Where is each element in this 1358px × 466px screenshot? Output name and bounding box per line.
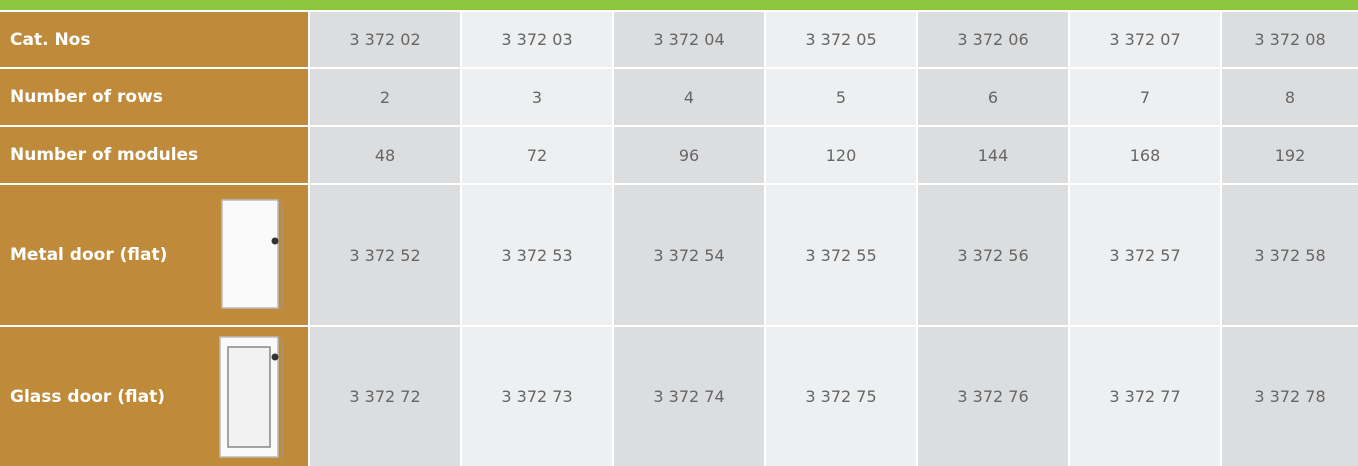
table-cell: 3 372 06 bbox=[918, 12, 1068, 67]
table-cell: 3 372 54 bbox=[614, 185, 764, 325]
table-cell: 3 372 56 bbox=[918, 185, 1068, 325]
table-cell: 3 372 77 bbox=[1070, 327, 1220, 466]
table-cell: 3 372 03 bbox=[462, 12, 612, 67]
table-cell: 3 372 08 bbox=[1222, 12, 1358, 67]
table-cell: 3 372 76 bbox=[918, 327, 1068, 466]
table-cell: 3 372 78 bbox=[1222, 327, 1358, 466]
table-cell: 3 372 05 bbox=[766, 12, 916, 67]
table-cell: 72 bbox=[462, 127, 612, 183]
table-cell: 3 372 53 bbox=[462, 185, 612, 325]
table-cell: 3 372 75 bbox=[766, 327, 916, 466]
table-cell: 3 372 04 bbox=[614, 12, 764, 67]
row-label: Number of rows bbox=[0, 69, 308, 125]
table-cell: 3 bbox=[462, 69, 612, 125]
table-cell: 3 372 02 bbox=[310, 12, 460, 67]
table-cell: 6 bbox=[918, 69, 1068, 125]
table-cell: 3 372 57 bbox=[1070, 185, 1220, 325]
table-cell: 120 bbox=[766, 127, 916, 183]
table-cell: 48 bbox=[310, 127, 460, 183]
table-cell: 5 bbox=[766, 69, 916, 125]
table-cell: 96 bbox=[614, 127, 764, 183]
table-cell: 3 372 55 bbox=[766, 185, 916, 325]
row-label: Number of modules bbox=[0, 127, 308, 183]
table-cell: 4 bbox=[614, 69, 764, 125]
table-cell: 3 372 07 bbox=[1070, 12, 1220, 67]
table-cell: 3 372 58 bbox=[1222, 185, 1358, 325]
table-cell: 3 372 72 bbox=[310, 327, 460, 466]
table-cell: 192 bbox=[1222, 127, 1358, 183]
table-cell: 8 bbox=[1222, 69, 1358, 125]
table-cell: 168 bbox=[1070, 127, 1220, 183]
row-label: Cat. Nos bbox=[0, 12, 308, 67]
table-cell: 144 bbox=[918, 127, 1068, 183]
metal-door-icon bbox=[218, 196, 288, 312]
table-cell: 3 372 74 bbox=[614, 327, 764, 466]
glass-door-icon bbox=[216, 333, 288, 463]
top-bar bbox=[0, 0, 1358, 10]
table-cell: 2 bbox=[310, 69, 460, 125]
table-cell: 3 372 73 bbox=[462, 327, 612, 466]
page: Cat. Nos3 372 023 372 033 372 043 372 05… bbox=[0, 0, 1358, 466]
table-cell: 3 372 52 bbox=[310, 185, 460, 325]
table-cell: 7 bbox=[1070, 69, 1220, 125]
